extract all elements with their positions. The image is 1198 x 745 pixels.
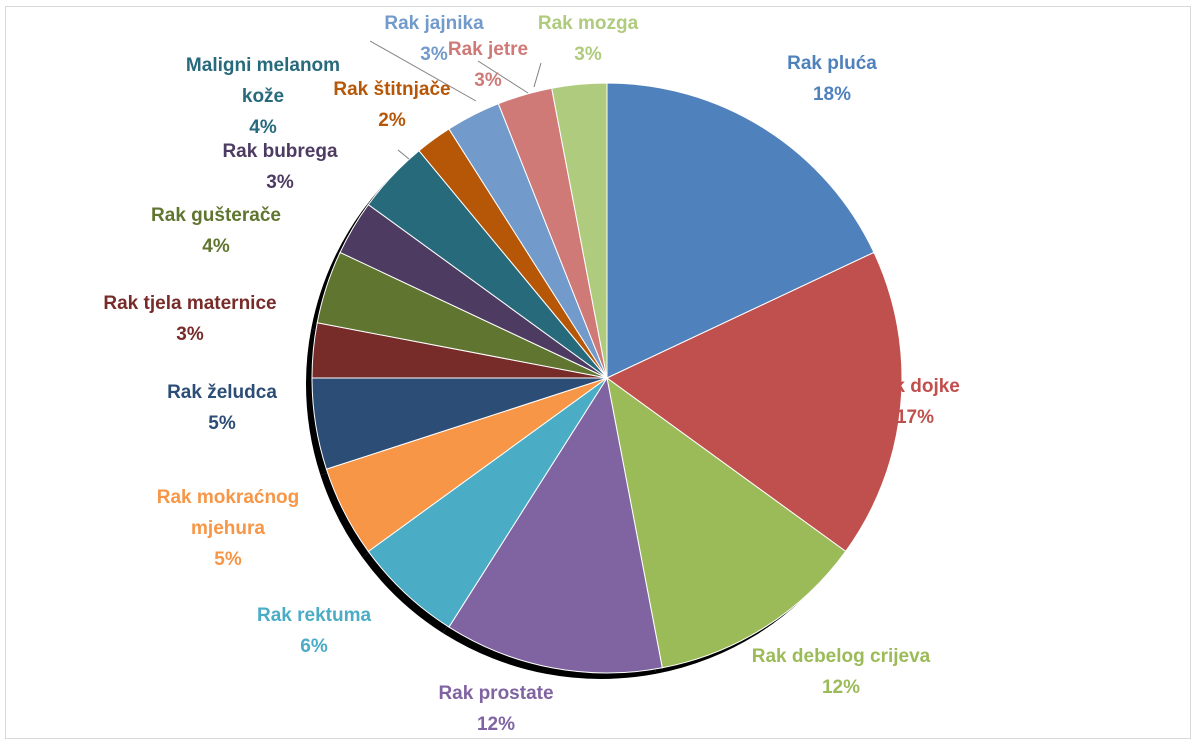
slice-percent-12: 3% [420,44,448,65]
leader-line-14 [533,62,542,88]
pie-slices [311,82,903,674]
slice-percent-4: 6% [300,636,328,657]
slice-label-9: Rak bubrega 3% [222,141,338,193]
slice-label-6: Rak želudca 5% [167,382,277,434]
slice-label-11: Rak štitnjače 2% [333,79,450,131]
slice-label-3: Rak prostate 12% [438,683,553,735]
slice-name-5: mjehura [191,518,265,539]
slice-name-1: Rak dojke [870,376,960,397]
slice-percent-7: 3% [176,324,204,345]
slice-label-7: Rak tjela maternice 3% [103,293,276,345]
slice-name-0: Rak pluća [787,53,877,74]
slice-percent-0: 18% [813,84,851,105]
pie-slice-1 [606,251,903,553]
leader-line-13 [477,60,529,94]
slice-name-6: Rak želudca [167,382,277,403]
slice-percent-3: 12% [477,714,515,735]
slice-percent-2: 12% [822,677,860,698]
pie-slice-3 [448,376,663,674]
slice-percent-1: 17% [896,407,934,428]
slice-percent-13: 3% [474,70,502,91]
slice-label-4: Rak rektuma 6% [257,605,371,657]
slice-label-5: Rak mokraćnog mjehura 5% [157,487,300,570]
slice-name-11: Rak štitnjače [333,79,450,100]
slice-name-13: Rak jetre [448,39,528,60]
slice-name-8: Rak gušterače [151,205,281,226]
leader-lines [369,40,542,160]
slice-label-14: Rak mozga 3% [538,13,639,65]
slice-label-2: Rak debelog crijeva 12% [752,646,931,698]
slice-label-0: Rak pluća 18% [787,53,877,105]
pie-chart: Rak pluća 18% Rak dojke 17% Rak debelog crij… [103,13,959,735]
pie-slice-0 [606,82,875,379]
slice-percent-8: 4% [202,236,230,257]
slice-name-5: Rak mokraćnog [157,487,300,508]
slice-name-3: Rak prostate [438,683,553,704]
slice-name-10: kože [242,86,284,107]
slice-label-12: Rak jajnika 3% [384,13,484,65]
slice-percent-14: 3% [574,44,602,65]
slice-percent-10: 4% [249,117,277,138]
slice-name-12: Rak jajnika [384,13,484,34]
pie-slice-14 [551,82,608,379]
leader-line-10 [397,149,410,160]
slice-labels: Rak pluća 18% Rak dojke 17% Rak debelog crij… [103,13,959,735]
slice-name-14: Rak mozga [538,13,639,34]
slice-name-7: Rak tjela maternice [103,293,276,314]
slice-percent-11: 2% [378,110,406,131]
chart-area: Rak pluća 18% Rak dojke 17% Rak debelog crij… [5,6,1191,739]
slice-name-10: Maligni melanom [186,55,340,76]
slice-name-2: Rak debelog crijeva [752,646,931,667]
slice-name-4: Rak rektuma [257,605,371,626]
pie-slice-2 [606,376,847,669]
slice-label-13: Rak jetre 3% [448,39,528,91]
slice-percent-9: 3% [266,172,294,193]
slice-name-9: Rak bubrega [222,141,338,162]
slice-percent-6: 5% [208,413,236,434]
leader-line-12 [369,40,477,102]
slice-label-8: Rak gušterače 4% [151,205,281,257]
slice-percent-5: 5% [214,549,242,570]
slice-label-10: Maligni melanom kože 4% [186,55,340,138]
slice-label-1: Rak dojke 17% [870,376,960,428]
